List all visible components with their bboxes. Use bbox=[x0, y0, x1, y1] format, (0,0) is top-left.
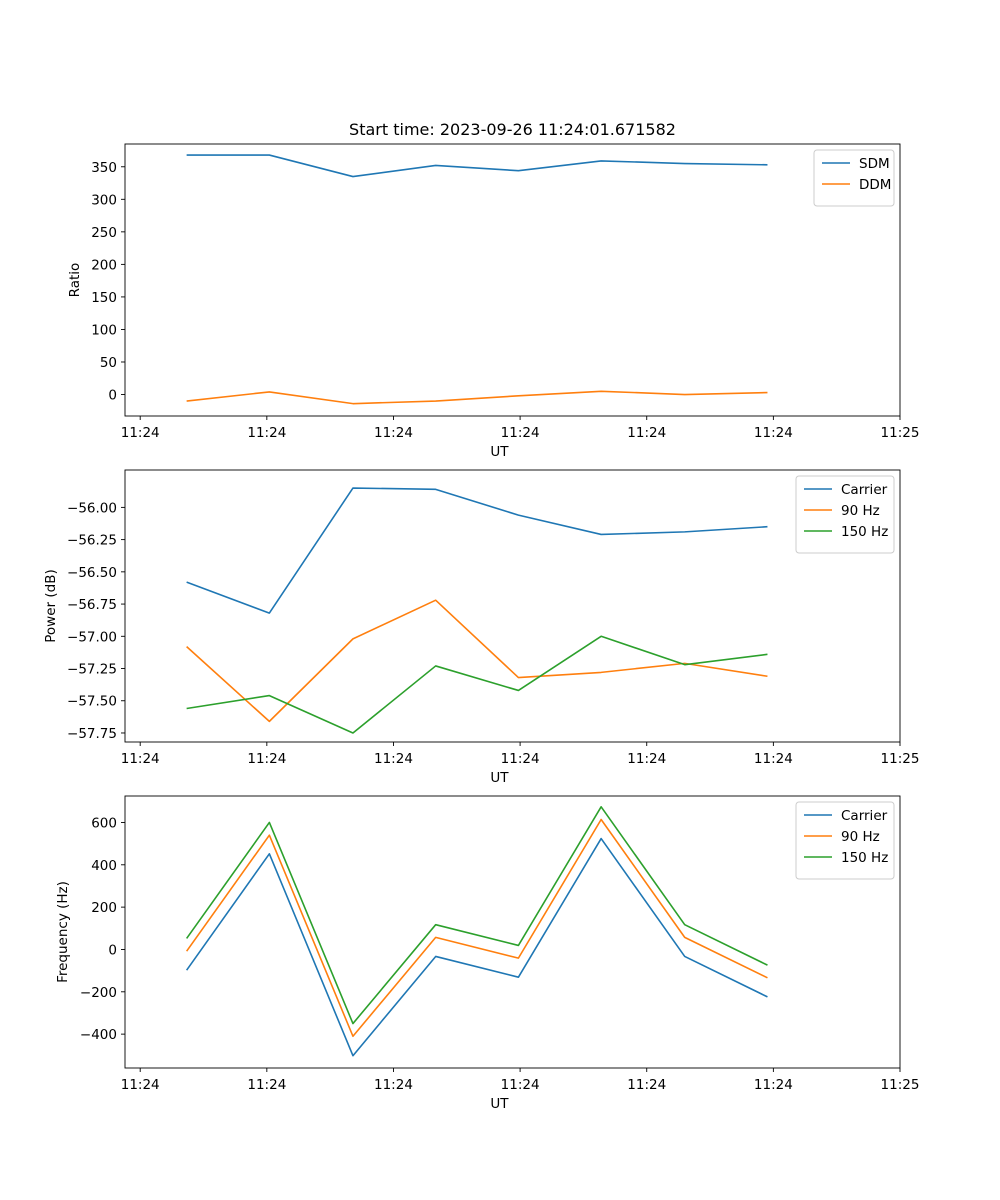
y-axis-label: Ratio bbox=[67, 263, 83, 298]
y-tick-label: 200 bbox=[91, 900, 117, 916]
legend-box bbox=[813, 149, 895, 207]
y-axis-label: Frequency (Hz) bbox=[55, 881, 71, 983]
y-tick-label: −56.50 bbox=[67, 565, 117, 581]
x-tick-label: 11:24 bbox=[121, 751, 160, 767]
y-tick-label: 600 bbox=[91, 815, 117, 831]
y-tick-label: −57.75 bbox=[67, 726, 117, 742]
legend: Carrier 90 Hz 150 Hz bbox=[795, 801, 895, 880]
x-axis-label: UT bbox=[490, 770, 509, 786]
x-axis-label: UT bbox=[490, 444, 509, 460]
y-tick-label: 0 bbox=[108, 942, 117, 958]
power-panel: 11:24 11:24 11:24 11:24 11:24 11:24 11:25 −57.7… bbox=[43, 469, 920, 786]
frequency-series-carrier-line bbox=[185, 837, 768, 1057]
legend-label: DDM bbox=[859, 177, 891, 193]
legend-box bbox=[795, 801, 895, 880]
x-tick-label: 11:24 bbox=[501, 1077, 540, 1093]
legend-label: Carrier bbox=[841, 808, 888, 824]
x-tick-label: 11:24 bbox=[247, 751, 286, 767]
x-tick-label: 11:24 bbox=[627, 751, 666, 767]
y-tick-label: −200 bbox=[80, 985, 117, 1001]
y-tick-label: 0 bbox=[108, 388, 117, 404]
y-tick-label: 100 bbox=[91, 322, 117, 338]
legend-label: 90 Hz bbox=[841, 829, 880, 845]
x-tick-label: 11:25 bbox=[881, 751, 920, 767]
x-tick-label: 11:24 bbox=[121, 1077, 160, 1093]
y-tick-label: 400 bbox=[91, 858, 117, 874]
y-tick-label: 150 bbox=[91, 290, 117, 306]
y-axis-label: Power (dB) bbox=[43, 569, 59, 642]
x-axis-label: UT bbox=[490, 1096, 509, 1112]
x-tick-label: 11:24 bbox=[754, 751, 793, 767]
ratio-series-ddm-line bbox=[186, 390, 768, 405]
legend: Carrier 90 Hz 150 Hz bbox=[795, 475, 895, 554]
legend-label: 150 Hz bbox=[841, 524, 888, 540]
y-tick-label: 350 bbox=[91, 160, 117, 176]
x-tick-label: 11:25 bbox=[881, 1077, 920, 1093]
x-tick-label: 11:24 bbox=[501, 425, 540, 441]
legend-box bbox=[795, 475, 895, 554]
power-series-90-hz-line bbox=[186, 599, 768, 723]
frequency-panel: 11:24 11:24 11:24 11:24 11:24 11:24 11:25 −400 −… bbox=[55, 795, 920, 1112]
y-tick-label: −400 bbox=[80, 1027, 117, 1043]
y-tick-label: −57.00 bbox=[67, 629, 117, 645]
power-series-150-hz-line bbox=[186, 635, 768, 734]
legend-label: 150 Hz bbox=[841, 850, 888, 866]
x-tick-label: 11:24 bbox=[121, 425, 160, 441]
legend-label: Carrier bbox=[841, 482, 888, 498]
x-tick-label: 11:24 bbox=[627, 425, 666, 441]
legend-label: SDM bbox=[859, 156, 890, 172]
frequency-series-90-hz-line bbox=[185, 818, 768, 1038]
y-tick-label: −57.25 bbox=[67, 662, 117, 678]
ratio-axes-frame bbox=[124, 143, 901, 417]
y-tick-label: 250 bbox=[91, 225, 117, 241]
x-tick-label: 11:25 bbox=[881, 425, 920, 441]
frequency-series-150-hz-line bbox=[185, 805, 768, 1025]
x-tick-label: 11:24 bbox=[627, 1077, 666, 1093]
chart-title: Start time: 2023-09-26 11:24:01.671582 bbox=[349, 120, 676, 139]
y-tick-label: 300 bbox=[91, 192, 117, 208]
y-tick-label: 50 bbox=[100, 355, 117, 371]
power-axes-frame bbox=[124, 469, 901, 743]
y-tick-label: −56.25 bbox=[67, 533, 117, 549]
x-tick-label: 11:24 bbox=[374, 751, 413, 767]
x-tick-label: 11:24 bbox=[247, 1077, 286, 1093]
frequency-axes-frame bbox=[124, 795, 901, 1069]
ratio-panel: Start time: 2023-09-26 11:24:01.671582 11… bbox=[67, 120, 919, 460]
x-tick-label: 11:24 bbox=[501, 751, 540, 767]
legend: SDM DDM bbox=[813, 149, 895, 207]
y-tick-label: −56.00 bbox=[67, 500, 117, 516]
x-tick-label: 11:24 bbox=[374, 1077, 413, 1093]
x-tick-label: 11:24 bbox=[374, 425, 413, 441]
x-tick-label: 11:24 bbox=[754, 1077, 793, 1093]
legend-label: 90 Hz bbox=[841, 503, 880, 519]
y-tick-label: 200 bbox=[91, 257, 117, 273]
x-tick-label: 11:24 bbox=[754, 425, 793, 441]
y-tick-label: −57.50 bbox=[67, 694, 117, 710]
x-tick-label: 11:24 bbox=[247, 425, 286, 441]
power-series-carrier-line bbox=[186, 487, 768, 614]
ratio-series-sdm-line bbox=[186, 154, 768, 178]
y-tick-label: −56.75 bbox=[67, 597, 117, 613]
